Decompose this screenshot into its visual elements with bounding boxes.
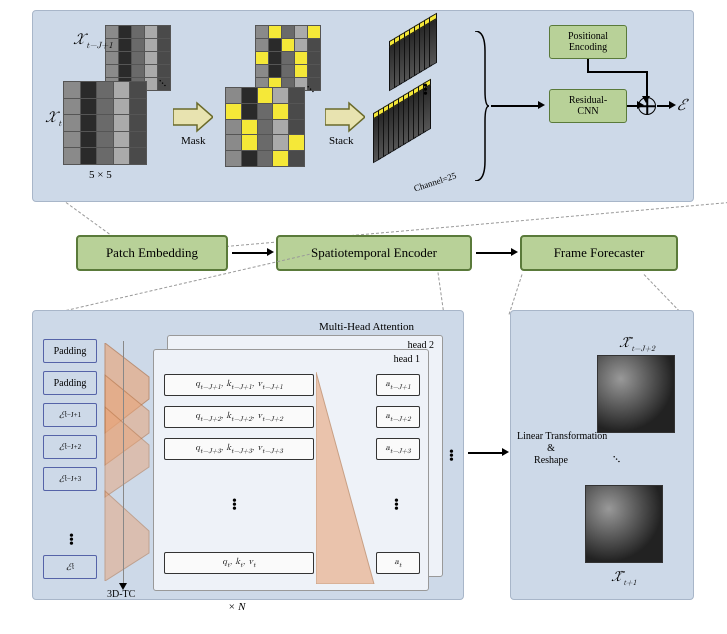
arrow-mask	[173, 101, 213, 133]
forecaster-panel: Linear Transformation & Reshape 𝒳̂t−J+2 …	[510, 310, 694, 600]
enc-input-3: ℰt−J+2	[43, 435, 97, 459]
label-3dtc: 3D-TC	[107, 589, 135, 600]
enc-input-4: ℰt−J+3	[43, 467, 97, 491]
line-pe-down2	[646, 71, 648, 98]
output-frame-t1	[585, 485, 663, 563]
att-row-3: at	[376, 552, 420, 574]
input-frame-t	[63, 81, 147, 165]
arrow-stack	[325, 101, 365, 133]
qkv-row-0: qt−J+1, kt−J+1, vt−J+1	[164, 374, 314, 396]
patch-embedding-panel: 𝒳t−J+1 𝒳t 5 × 5 ··· Mask ··· Stack ••• C…	[32, 10, 694, 202]
label-x-tJ1: 𝒳t−J+1	[73, 31, 113, 51]
dots-stacks: •••	[423, 85, 428, 97]
cone-3dtc	[99, 343, 155, 581]
dash-enc-right	[438, 272, 444, 310]
bracket-icon	[475, 31, 489, 181]
head-card-1: head 1 qt−J+1, kt−J+1, vt−J+1 qt−J+2, kt−…	[153, 349, 429, 591]
label-times-n: × N	[228, 601, 246, 613]
enc-input-2: ℰt−J+1	[43, 403, 97, 427]
label-head1: head 1	[394, 354, 420, 365]
patch-embedding-box: Patch Embedding	[76, 235, 228, 271]
label-xhat-tJ2: 𝒳̂t−J+2	[619, 335, 655, 354]
arrowhead-to-rescnn	[538, 101, 545, 109]
dots-outputs: ···	[607, 450, 625, 468]
dashed-vert	[123, 341, 124, 585]
dots-att: •••	[394, 500, 399, 512]
arrowhead-enc-to-ff	[502, 448, 509, 456]
label-mask: Mask	[181, 135, 205, 147]
att-row-1: at−J+2	[376, 406, 420, 428]
encoder-panel: Padding Padding ℰt−J+1 ℰt−J+2 ℰt−J+3 ℰt ••• 3…	[32, 310, 464, 600]
label-x-t: 𝒳t	[45, 109, 62, 129]
label-xhat-t1: 𝒳̂t+1	[611, 569, 637, 588]
pipe-arrowhead-1	[267, 248, 274, 256]
attention-cone	[316, 372, 380, 584]
att-row-0: at−J+1	[376, 374, 420, 396]
qkv-row-1: qt−J+2, kt−J+2, vt−J+2	[164, 406, 314, 428]
label-grid-size: 5 × 5	[89, 169, 112, 181]
label-mha: Multi-Head Attention	[319, 321, 414, 333]
pipe-arrow-1	[232, 252, 268, 254]
dots-heads: •••	[449, 451, 454, 463]
label-E: ℰ	[677, 97, 687, 116]
positional-encoding-box: Positional Encoding	[549, 25, 627, 59]
enc-input-0: Padding	[43, 339, 97, 363]
att-row-2: at−J+3	[376, 438, 420, 460]
pipe-arrowhead-2	[511, 248, 518, 256]
dash-ff-left	[509, 274, 523, 314]
dash-ff-right	[644, 274, 684, 315]
output-frame-tJ2	[597, 355, 675, 433]
oplus-icon	[638, 97, 656, 115]
arrowhead-to-E	[669, 101, 676, 109]
qkv-row-3: qt, kt, vt	[164, 552, 314, 574]
arrow-to-rescnn	[491, 105, 539, 107]
dots-qkv: •••	[232, 500, 237, 512]
frame-forecaster-box: Frame Forecaster	[520, 235, 678, 271]
line-pe-across	[587, 71, 647, 73]
pipe-arrow-2	[476, 252, 512, 254]
dots-inputs: •••	[69, 535, 74, 547]
enc-input-5: ℰt	[43, 555, 97, 579]
label-linear-transform: Linear Transformation & Reshape	[517, 431, 585, 467]
arrow-enc-to-ff	[468, 452, 504, 454]
label-channel: Channel=25	[413, 170, 458, 193]
label-stack: Stack	[329, 135, 353, 147]
pipeline-row: Patch Embedding Spatiotemporal Encoder F…	[32, 232, 694, 274]
spatiotemporal-encoder-box: Spatiotemporal Encoder	[276, 235, 472, 271]
qkv-row-2: qt−J+3, kt−J+3, vt−J+3	[164, 438, 314, 460]
line-pe-down1	[587, 59, 589, 71]
enc-input-1: Padding	[43, 371, 97, 395]
masked-frame-bot	[225, 87, 305, 167]
residual-cnn-box: Residual- CNN	[549, 89, 627, 123]
